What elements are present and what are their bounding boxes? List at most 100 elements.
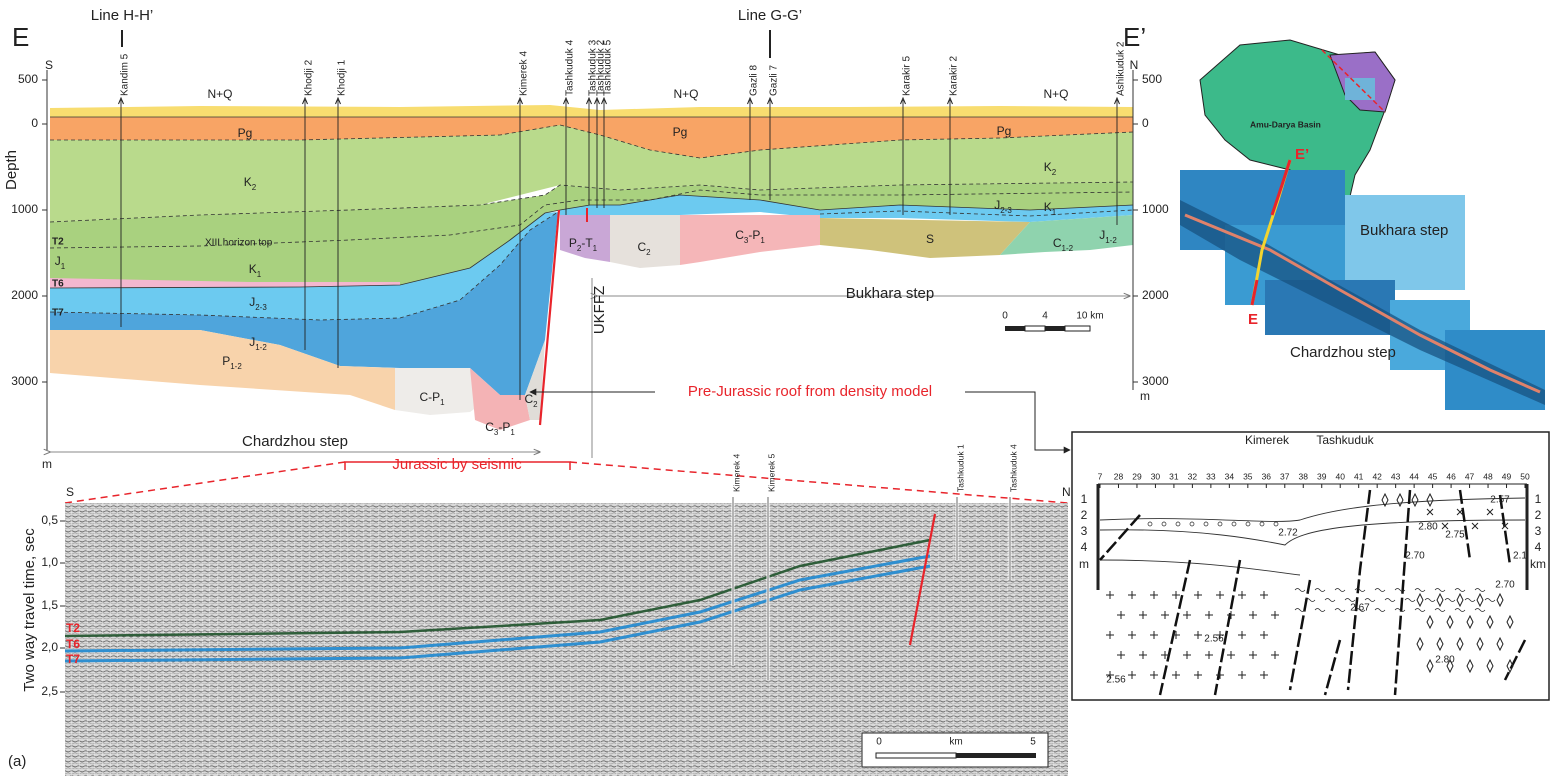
tick-label: 0 [31,116,38,130]
inset-scale: 1 [1081,492,1088,506]
scale-bar [876,753,956,758]
tick-label: 0,5 [41,513,58,527]
inset-point: 33 [1206,471,1216,481]
scale-label: 4 [1042,311,1048,322]
density-model: KimerekTashkuduk728293031323334353637383… [1072,432,1549,700]
inset-point: 34 [1225,471,1235,481]
layer-name: N+Q [207,87,232,101]
axis-title: Depth [3,150,20,190]
inset-point: 46 [1446,471,1456,481]
panel-label: (a) [8,753,26,770]
inset-scale: 3 [1535,524,1542,538]
density-label: 2.80 [1418,522,1438,533]
layer-subscript: 1 [440,398,445,407]
scale-label: 10 km [1076,311,1103,322]
inset-well: Kimerek [1245,433,1290,447]
well-label: Tashkuduk 1 [955,444,965,492]
tick-label: 1000 [11,202,38,216]
layer-label: Pg [997,124,1012,138]
map-tile [1345,195,1465,290]
side-label: S [45,58,53,72]
inset-scale: 2 [1081,508,1088,522]
inset-point: 29 [1132,471,1142,481]
scale-bar [1005,326,1090,331]
scale-bar [956,753,1036,758]
layer-subscript: 2 [646,248,651,257]
shape [1025,326,1045,331]
map-end: E’ [1295,146,1309,163]
inset-point: 7 [1098,471,1103,481]
density-label: 2.67 [1350,603,1370,614]
layer-name: K [244,175,252,189]
density-label: 2.70 [1495,580,1515,591]
well-label: Kimerek 4 [731,453,741,492]
profile-end: E [12,22,29,52]
inset-point: 41 [1354,471,1364,481]
map-end: E [1248,311,1258,328]
density-label: 2.72 [1278,528,1298,539]
density-label: 2.70 [1405,551,1425,562]
layer-name: C [485,420,494,434]
map-label: Chardzhou step [1290,344,1396,361]
layer-name: C [1053,236,1062,250]
tick-label: 1,5 [41,598,58,612]
layer-name: Pg [673,125,688,139]
inset-point: 38 [1299,471,1309,481]
arrow [965,392,1070,450]
cross-section: E E’ Line H-H’ Line G-G’ S N Depth m m X… [3,7,1169,503]
layer-subscript: 1 [1052,208,1057,217]
well-label: Kimerek 4 [519,51,530,96]
inset-point: 43 [1391,471,1401,481]
tick-label: 1,0 [41,555,58,569]
tick-label: 3000 [1142,374,1169,388]
layer-name: -T [581,236,593,250]
layer-label: Pg [238,126,253,140]
layer-label: S [926,232,934,246]
inset-point: 37 [1280,471,1290,481]
well-label: Khodji 1 [337,59,348,96]
layer-name: P [222,354,230,368]
layer-subscript: 1 [760,236,765,245]
inset-point: 28 [1114,471,1124,481]
layer-subscript: 1-2 [1105,236,1117,245]
scale-label: 5 [1030,737,1036,748]
well-label: Ashikuduk 2 [1116,41,1127,96]
inset-point: 45 [1428,471,1438,481]
inset-point: 32 [1188,471,1198,481]
inset-scale: 3 [1081,524,1088,538]
layer-name: P [569,236,577,250]
shape [1005,326,1025,331]
layer-name: K [249,262,257,276]
inset-scale: 4 [1081,540,1088,554]
inset-point: 42 [1372,471,1382,481]
layer-label: Pg [673,125,688,139]
shape [1045,326,1065,331]
tick-label: 500 [18,72,38,86]
line-label: Line G-G’ [738,7,802,24]
inset-point: 48 [1483,471,1493,481]
well-label: Gazli 8 [749,64,760,96]
layer-name: -P [498,420,510,434]
scale-label: 0 [1002,311,1008,322]
density-label: 2.56 [1106,675,1126,686]
horizon-label: T2 [66,621,80,635]
density-label: 2.57 [1490,495,1510,506]
line-label: Line H-H’ [91,7,154,24]
layer-name: C [524,392,533,406]
map-label: Amu-Darya Basin [1250,119,1321,129]
horizon-label: T7 [66,652,80,666]
well-label: Tashkuduk 4 [565,39,576,96]
density-label: 2.1 [1513,551,1527,562]
layer-label: N+Q [673,87,698,101]
inset-point: 30 [1151,471,1161,481]
inset-point: 44 [1409,471,1419,481]
map-label: Bukhara step [1360,222,1448,239]
inset-point: 36 [1262,471,1272,481]
body: E E’ Line H-H’ Line G-G’ S N Depth m m X… [0,0,1554,776]
inset-point: 31 [1169,471,1179,481]
layer-subscript: 2-3 [255,303,267,312]
layer-subscript: 1 [593,244,598,253]
side-label: S [66,485,74,499]
layer-subscript: 1 [257,270,262,279]
layer-subscript: 1 [61,262,66,271]
